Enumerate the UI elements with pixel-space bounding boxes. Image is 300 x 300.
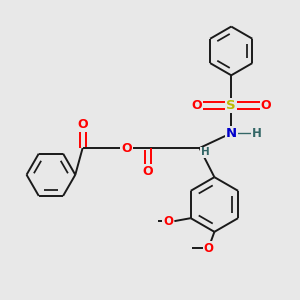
- Text: O: O: [261, 99, 271, 112]
- Text: H: H: [200, 148, 209, 158]
- Text: O: O: [163, 214, 173, 228]
- Text: S: S: [226, 99, 236, 112]
- Text: O: O: [143, 165, 153, 178]
- Text: H: H: [252, 127, 262, 140]
- Text: O: O: [203, 242, 214, 255]
- Text: O: O: [191, 99, 202, 112]
- Text: N: N: [226, 127, 237, 140]
- Text: O: O: [77, 118, 88, 131]
- Text: O: O: [121, 142, 131, 154]
